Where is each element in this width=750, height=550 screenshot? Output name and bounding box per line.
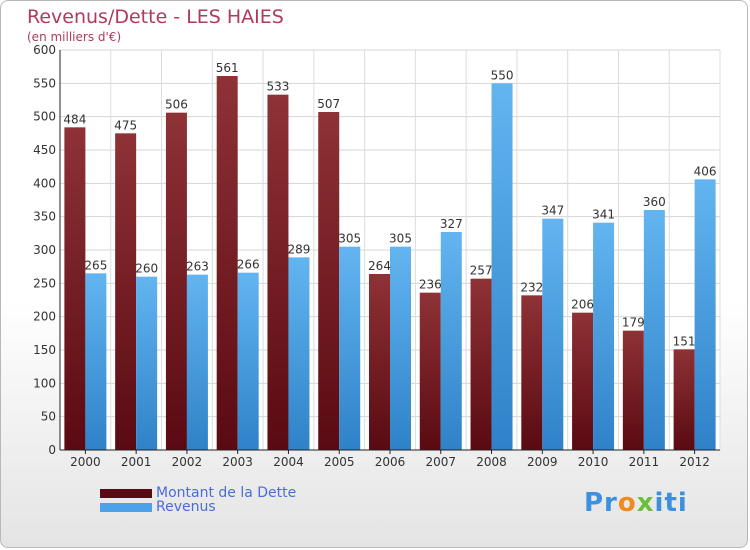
bars-group: [64, 76, 716, 451]
axes-group: 0 50 100 150 200 250 300 350 400 450 500 550 600 2000…: [33, 43, 720, 469]
logo-part-1: Pr: [584, 488, 618, 518]
bar-revenue: [390, 246, 411, 450]
chart-title: Revenus/Dette - LES HAIES: [27, 6, 284, 28]
legend: Montant de la Dette Revenus: [100, 485, 297, 515]
data-label-revenue: 305: [389, 232, 412, 246]
data-label-debt: 475: [114, 118, 137, 132]
bar-revenue: [440, 232, 462, 450]
data-label-revenue: 406: [694, 164, 717, 178]
data-label-revenue: 263: [186, 260, 209, 274]
x-tick-label: 2006: [375, 455, 406, 469]
data-label-debt: 484: [63, 112, 86, 126]
data-label-debt: 236: [419, 278, 442, 292]
y-tick-label: 250: [33, 276, 56, 290]
legend-swatch-revenue: [100, 502, 152, 512]
legend-item-debt: Montant de la Dette: [100, 485, 297, 501]
logo-part-4: iti: [654, 488, 688, 518]
logo-part-2: o: [617, 488, 637, 518]
y-tick-label: 350: [33, 210, 56, 224]
data-label-debt: 506: [165, 98, 188, 112]
data-label-debt: 151: [673, 334, 696, 348]
bar-debt: [64, 127, 86, 450]
legend-label-debt: Montant de la Dette: [156, 485, 297, 501]
data-label-debt: 533: [267, 80, 290, 94]
bar-debt: [318, 112, 340, 450]
x-tick-label: 2010: [578, 455, 609, 469]
y-tick-label: 150: [33, 343, 56, 357]
bar-debt: [165, 112, 187, 451]
data-labels: 484 265 475 260 506 263 561 266 533 289 507 305 264 3…: [63, 61, 716, 348]
data-label-revenue: 305: [338, 232, 361, 246]
x-tick-label: 2001: [121, 455, 152, 469]
bar-debt: [572, 312, 594, 450]
bar-debt: [369, 274, 390, 450]
chart-subtitle: (en milliers d'€): [27, 30, 122, 44]
bar-debt: [673, 349, 695, 450]
y-tick-label: 450: [33, 143, 56, 157]
y-tick-label: 50: [41, 410, 56, 424]
data-label-debt: 206: [571, 298, 594, 312]
data-label-revenue: 260: [135, 262, 158, 276]
data-label-revenue: 347: [541, 204, 564, 218]
x-tick-label: 2011: [629, 455, 660, 469]
bar-debt: [470, 278, 492, 450]
data-label-debt: 232: [520, 280, 543, 294]
data-label-debt: 264: [368, 259, 391, 273]
y-tick-label: 200: [33, 310, 56, 324]
bar-revenue: [237, 272, 259, 450]
bar-revenue: [491, 83, 513, 450]
data-label-revenue: 550: [491, 68, 514, 82]
y-tick-label: 400: [33, 176, 56, 190]
data-label-debt: 507: [317, 97, 340, 111]
bar-debt: [216, 76, 238, 450]
bar-debt: [622, 330, 644, 450]
y-tick-label: 100: [33, 376, 56, 390]
logo-part-3: x: [636, 488, 655, 518]
x-tick-label: 2008: [476, 455, 507, 469]
bar-debt: [419, 292, 441, 450]
proxiti-logo: Proxiti: [584, 488, 688, 518]
data-label-revenue: 327: [440, 217, 463, 231]
bar-revenue: [288, 257, 310, 450]
bar-debt: [115, 133, 137, 451]
bar-revenue: [339, 246, 361, 450]
bar-revenue: [694, 179, 716, 451]
legend-label-revenue: Revenus: [156, 499, 216, 515]
data-label-revenue: 360: [643, 195, 666, 209]
x-tick-label: 2009: [527, 455, 558, 469]
x-tick-label: 2002: [172, 455, 203, 469]
y-tick-label: 550: [33, 76, 56, 90]
legend-item-revenue: Revenus: [100, 499, 296, 515]
bar-debt: [267, 94, 289, 451]
bar-revenue: [542, 218, 564, 450]
x-tick-label: 2005: [324, 455, 355, 469]
data-label-revenue: 266: [237, 258, 260, 272]
data-label-debt: 179: [622, 316, 645, 330]
x-tick-label: 2003: [222, 455, 253, 469]
bar-revenue: [186, 274, 208, 450]
data-label-debt: 257: [470, 264, 493, 278]
legend-swatch-debt: [100, 488, 152, 498]
x-tick-label: 2012: [679, 455, 710, 469]
y-tick-label: 600: [33, 43, 56, 57]
bar-revenue: [643, 210, 665, 450]
y-tick-label: 0: [48, 443, 56, 457]
x-tick-label: 2004: [273, 455, 304, 469]
y-tick-label: 300: [33, 243, 56, 257]
x-tick-label: 2007: [425, 455, 456, 469]
data-label-debt: 561: [216, 61, 239, 75]
data-label-revenue: 265: [84, 258, 107, 272]
bar-revenue: [85, 273, 107, 450]
data-label-revenue: 341: [592, 208, 615, 222]
y-tick-label: 500: [33, 110, 56, 124]
data-label-revenue: 289: [288, 242, 311, 256]
bar-revenue: [593, 222, 615, 450]
bar-revenue: [136, 276, 158, 450]
bar-debt: [521, 295, 543, 450]
x-tick-label: 2000: [70, 455, 101, 469]
